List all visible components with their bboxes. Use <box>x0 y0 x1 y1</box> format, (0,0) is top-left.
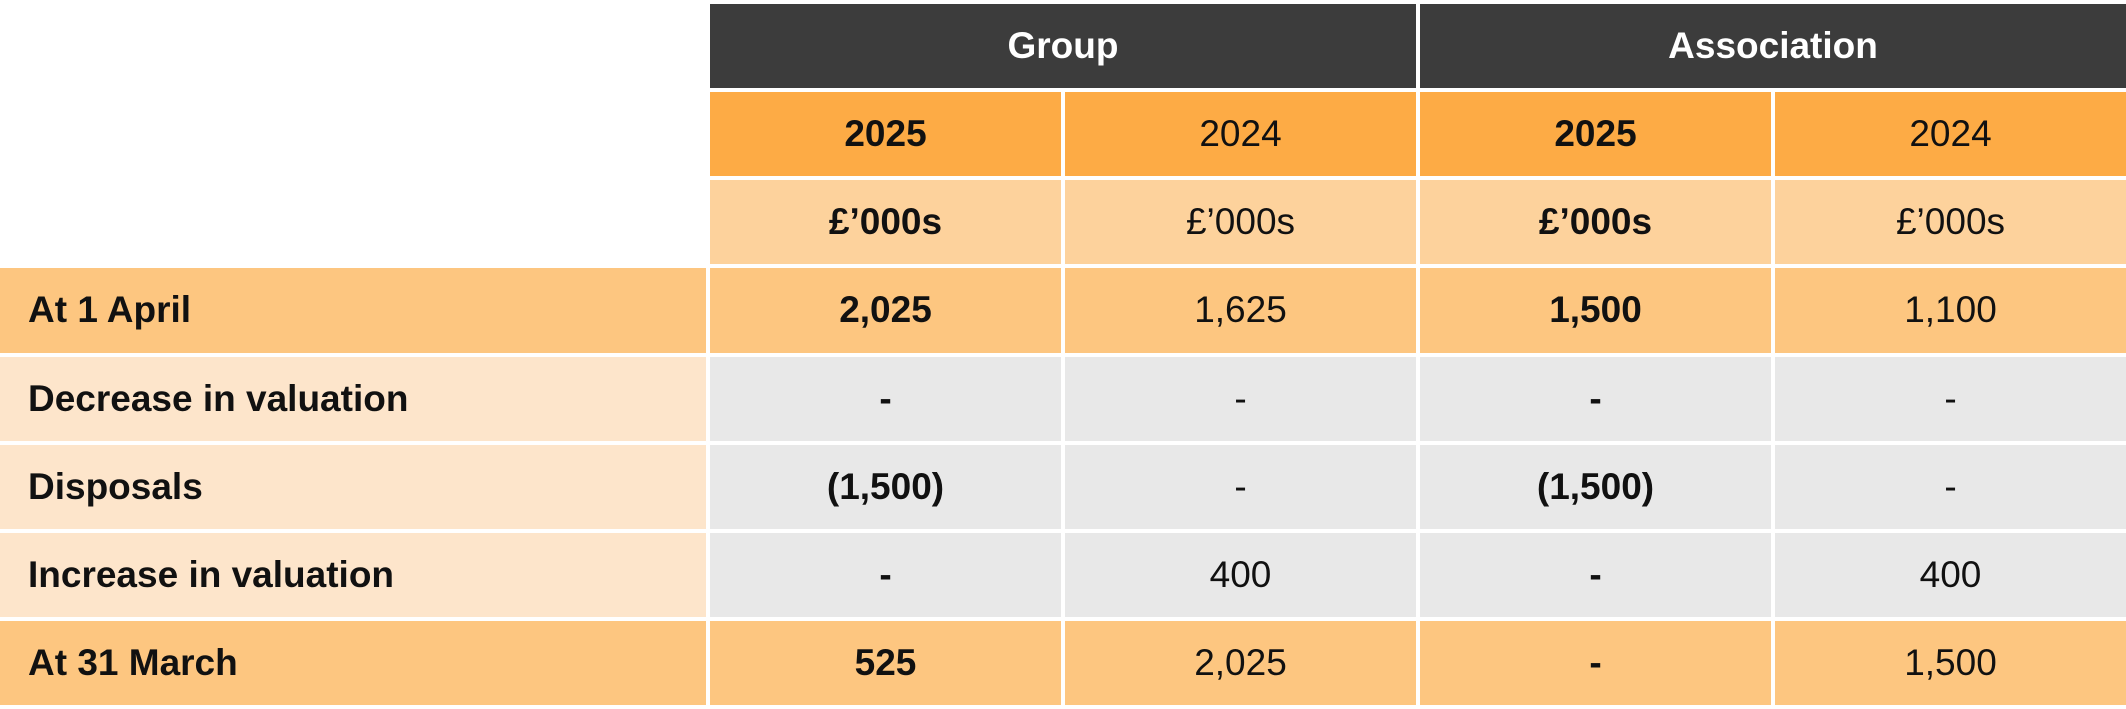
unit-header: £’000s <box>1775 180 2126 265</box>
unit-header: £’000s <box>710 180 1061 265</box>
value-cell: - <box>1420 620 1771 705</box>
value-cell: 400 <box>1065 532 1416 617</box>
year-header: 2025 <box>710 92 1061 177</box>
row-label: Decrease in valuation <box>0 356 706 441</box>
value-cell: - <box>1065 356 1416 441</box>
value-cell: 525 <box>710 620 1061 705</box>
value-cell: - <box>1775 444 2126 529</box>
value-cell: - <box>710 532 1061 617</box>
value-cell: - <box>1420 532 1771 617</box>
row-label: At 31 March <box>0 620 706 705</box>
blank-corner <box>0 4 706 264</box>
value-cell: 2,025 <box>1065 620 1416 705</box>
row-label: Disposals <box>0 444 706 529</box>
value-cell: 1,100 <box>1775 268 2126 353</box>
value-cell: 1,500 <box>1775 620 2126 705</box>
year-header: 2025 <box>1420 92 1771 177</box>
row-label: Increase in valuation <box>0 532 706 617</box>
value-cell: - <box>1065 444 1416 529</box>
unit-header: £’000s <box>1420 180 1771 265</box>
value-cell: - <box>1420 356 1771 441</box>
value-cell: 400 <box>1775 532 2126 617</box>
group-header: Group <box>710 4 1416 89</box>
value-cell: (1,500) <box>710 444 1061 529</box>
year-header: 2024 <box>1065 92 1416 177</box>
value-cell: (1,500) <box>1420 444 1771 529</box>
value-cell: 1,500 <box>1420 268 1771 353</box>
year-header: 2024 <box>1775 92 2126 177</box>
value-cell: - <box>710 356 1061 441</box>
value-cell: 2,025 <box>710 268 1061 353</box>
group-header: Association <box>1420 4 2126 89</box>
row-label: At 1 April <box>0 268 706 353</box>
value-cell: 1,625 <box>1065 268 1416 353</box>
unit-header: £’000s <box>1065 180 1416 265</box>
value-cell: - <box>1775 356 2126 441</box>
